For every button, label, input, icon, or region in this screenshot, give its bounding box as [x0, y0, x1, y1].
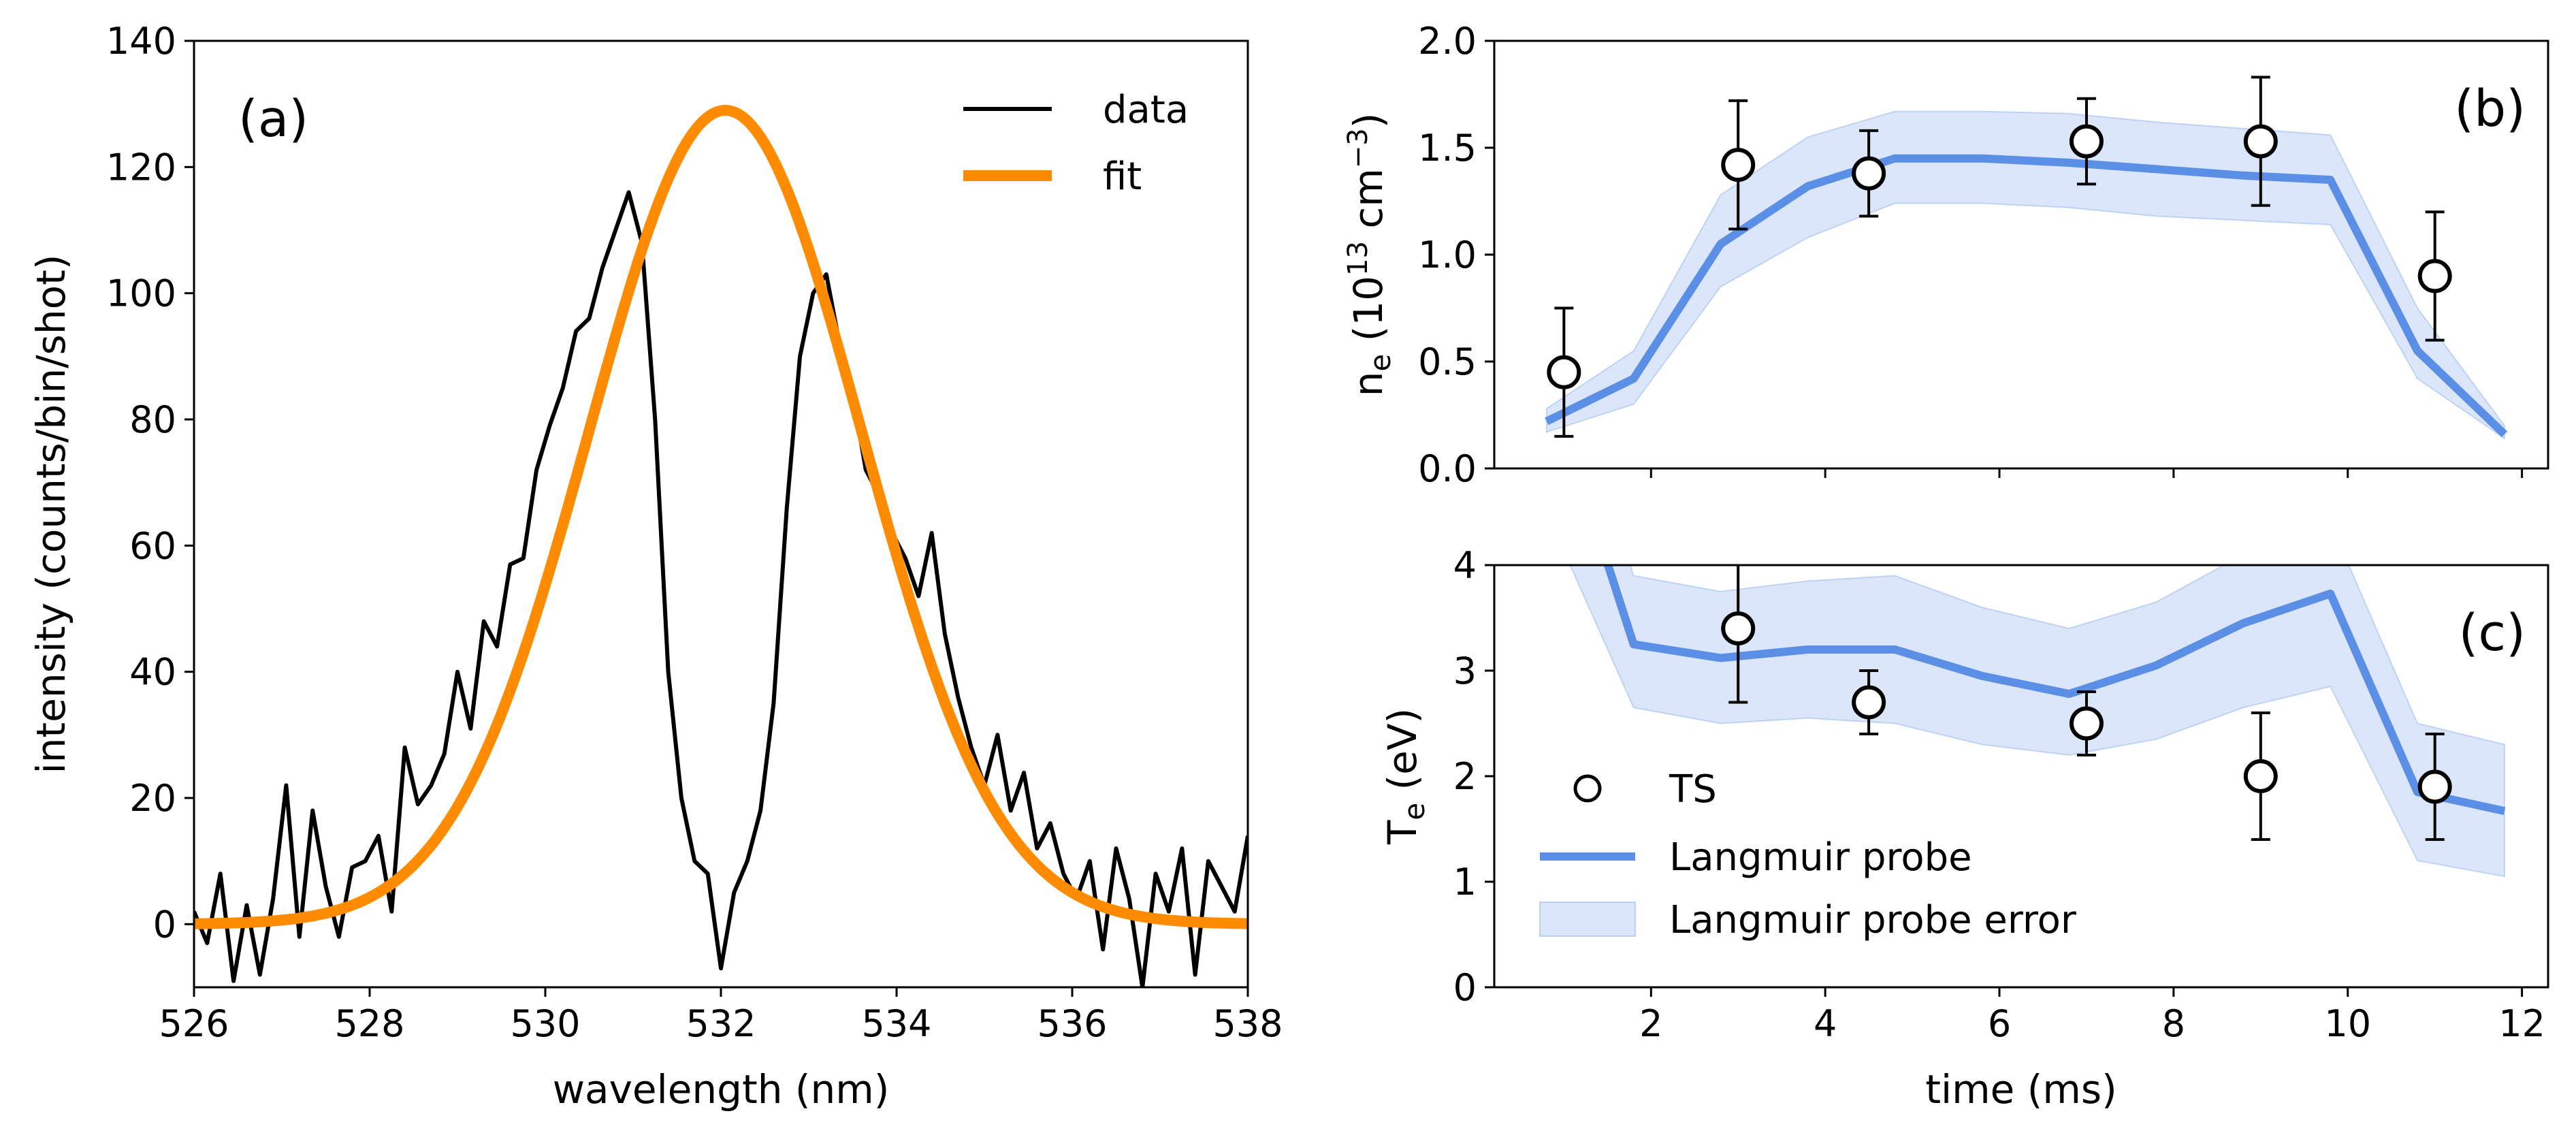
y-tick-label: 3: [1453, 650, 1477, 692]
series-data-line: [194, 190, 1248, 987]
panel-a-label: (a): [238, 90, 308, 148]
panel-b: 0.0 0.5 1.0 1.5 2.0 (b) ne (1013 cm−3): [1342, 20, 2549, 490]
ne-end: cm: [1345, 168, 1391, 241]
legend-probe-label: Langmuir probe: [1669, 835, 1972, 880]
te-rest: (eV): [1379, 708, 1426, 803]
ne-sup: 13: [1342, 241, 1374, 276]
y-tick-label: 0.5: [1418, 340, 1477, 383]
y-tick-label: 120: [106, 146, 176, 189]
ts-point: [1852, 685, 1886, 720]
panel-c-x-label: time (ms): [1925, 1066, 2116, 1113]
legend-ts-marker: [1573, 774, 1602, 803]
y-tick-label: 100: [106, 272, 176, 315]
x-tick-label: 8: [2162, 1002, 2185, 1045]
ts-point: [2417, 769, 2452, 804]
panel-a-y-label: intensity (counts/bin/shot): [28, 255, 74, 774]
y-tick-label: 20: [129, 777, 176, 820]
panel-c-y-label: Te (eV): [1379, 708, 1431, 845]
ne-sub: e: [1364, 354, 1397, 372]
y-tick-label: 1: [1453, 861, 1477, 904]
y-tick-label: 4: [1453, 544, 1477, 587]
panel-a: 526 528 530 532 534 536 538020406080100120140 …: [28, 20, 1283, 1113]
ts-point: [2243, 124, 2278, 159]
ne-rest: (10: [1345, 276, 1391, 354]
probe-line: [1603, 565, 2506, 816]
legend-ts-label: TS: [1669, 767, 1717, 812]
panel-a-frame: [193, 39, 1249, 989]
probe-error-band: [1569, 565, 2505, 878]
ts-point: [1852, 156, 1886, 191]
y-tick-label: 1.5: [1418, 127, 1477, 170]
ts-point: [1721, 148, 1756, 182]
x-tick-label: 4: [1814, 1002, 1837, 1045]
ts-point: [2069, 124, 2104, 159]
x-tick-label: 12: [2498, 1002, 2545, 1045]
x-tick-label: 530: [510, 1002, 580, 1045]
y-tick-label: 80: [129, 398, 176, 441]
panel-b-y-label: ne (1013 cm−3): [1342, 113, 1397, 397]
x-tick-label: 6: [1988, 1002, 2011, 1045]
y-tick-label: 0: [1453, 966, 1477, 1009]
ts-point: [2069, 706, 2104, 741]
legend-probe-error-swatch: [1539, 901, 1636, 937]
probe-line: [1545, 154, 2508, 438]
y-tick-label: 1.0: [1418, 234, 1477, 276]
x-tick-label: 10: [2324, 1002, 2371, 1045]
legend-fit-label: fit: [1103, 155, 1142, 199]
ne-main: n: [1345, 372, 1391, 397]
x-tick-label: 538: [1212, 1002, 1283, 1045]
series-fit-curve: [194, 104, 1248, 929]
x-tick-label: 2: [1639, 1002, 1662, 1045]
panel-a-legend: data fit: [963, 88, 1189, 199]
x-tick-label: 534: [861, 1002, 931, 1045]
y-tick-label: 0.0: [1418, 447, 1477, 490]
y-tick-label: 40: [129, 651, 176, 694]
y-tick-label: 2.0: [1418, 20, 1477, 63]
x-tick-label: 536: [1037, 1002, 1107, 1045]
legend-data-label: data: [1103, 88, 1189, 132]
te-main: T: [1379, 820, 1426, 845]
x-tick-label: 528: [334, 1002, 404, 1045]
y-tick-label: 60: [129, 524, 176, 567]
probe-error-band: [1545, 110, 2505, 440]
ts-point: [1721, 611, 1756, 645]
panel-a-x-label: wavelength (nm): [553, 1066, 890, 1113]
panel-b-label: (b): [2454, 80, 2526, 138]
ts-point: [1547, 355, 1581, 389]
y-tick-label: 2: [1453, 755, 1477, 798]
te-sub: e: [1398, 803, 1431, 820]
ts-point: [2243, 759, 2278, 793]
ne-sup2: −3: [1342, 128, 1374, 168]
ne-close: ): [1345, 113, 1391, 129]
y-tick-label: 0: [153, 903, 176, 946]
ts-point: [2417, 259, 2452, 293]
panel-c-label: (c): [2459, 604, 2526, 662]
legend-probe-error-label: Langmuir probe error: [1669, 898, 2077, 942]
x-tick-label: 532: [686, 1002, 756, 1045]
x-tick-label: 526: [159, 1002, 229, 1045]
panel-c-legend: TS Langmuir probe Langmuir probe error: [1539, 767, 2077, 942]
y-tick-label: 140: [106, 20, 176, 63]
